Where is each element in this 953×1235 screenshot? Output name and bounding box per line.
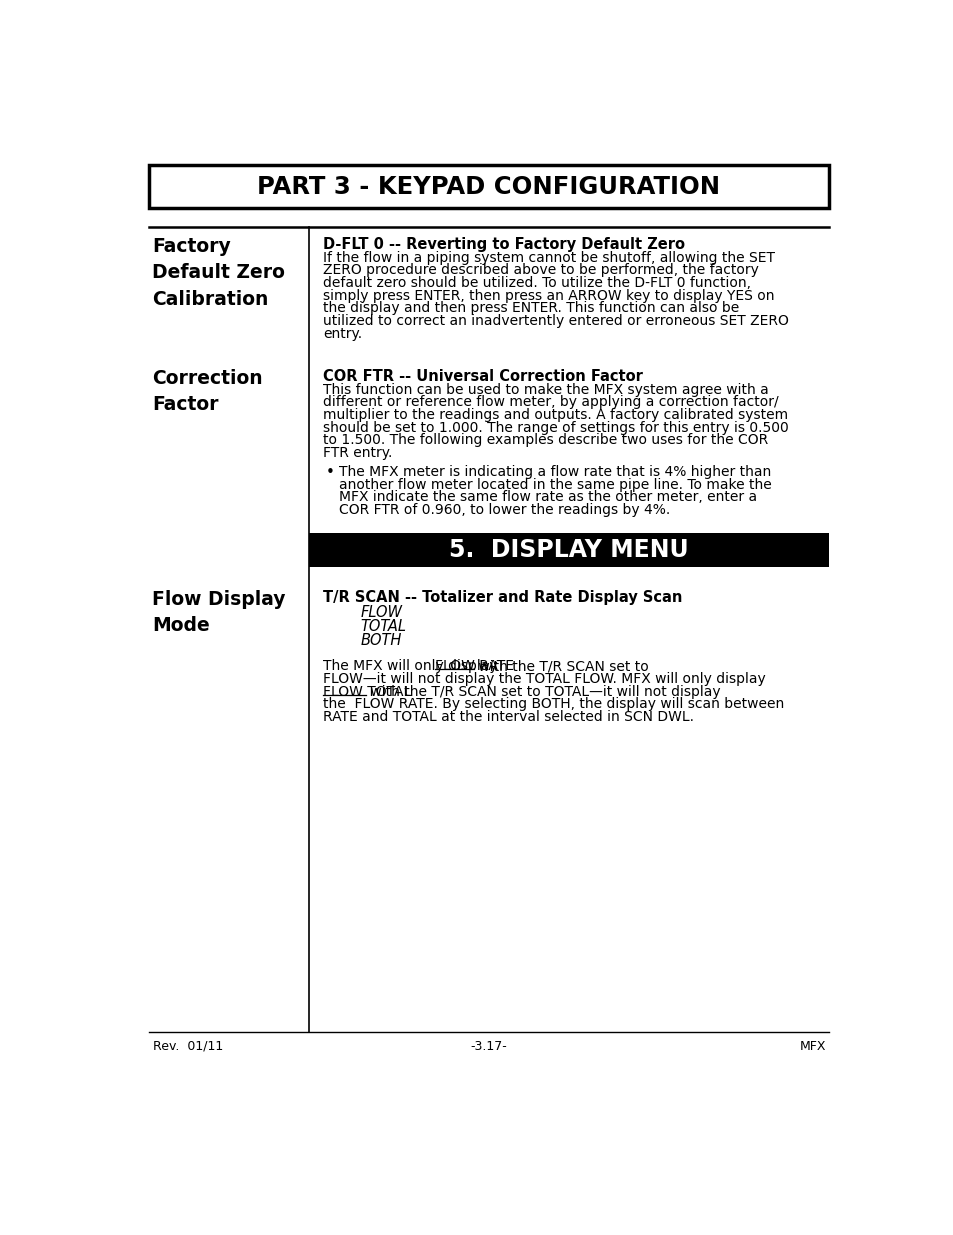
Text: FLOW—it will not display the TOTAL FLOW. MFX will only display: FLOW—it will not display the TOTAL FLOW.… bbox=[323, 672, 765, 685]
Text: ZERO procedure described above to be performed, the factory: ZERO procedure described above to be per… bbox=[323, 263, 759, 278]
Text: PART 3 - KEYPAD CONFIGURATION: PART 3 - KEYPAD CONFIGURATION bbox=[257, 174, 720, 199]
Text: The MFX meter is indicating a flow rate that is 4% higher than: The MFX meter is indicating a flow rate … bbox=[338, 466, 770, 479]
Bar bbox=[149, 165, 828, 209]
Text: FLOW RATE: FLOW RATE bbox=[435, 659, 514, 673]
Text: simply press ENTER, then press an ARROW key to display YES on: simply press ENTER, then press an ARROW … bbox=[323, 289, 774, 303]
Text: This function can be used to make the MFX system agree with a: This function can be used to make the MF… bbox=[323, 383, 768, 396]
Text: another flow meter located in the same pipe line. To make the: another flow meter located in the same p… bbox=[338, 478, 771, 492]
Text: should be set to 1.000. The range of settings for this entry is 0.500: should be set to 1.000. The range of set… bbox=[323, 421, 788, 435]
Text: The MFX will only display: The MFX will only display bbox=[323, 659, 501, 673]
Text: MFX: MFX bbox=[799, 1040, 825, 1053]
Text: entry.: entry. bbox=[323, 327, 362, 341]
Text: TOTAL: TOTAL bbox=[360, 619, 406, 634]
Text: FTR entry.: FTR entry. bbox=[323, 446, 392, 461]
Text: T/R SCAN -- Totalizer and Rate Display Scan: T/R SCAN -- Totalizer and Rate Display S… bbox=[323, 590, 681, 605]
Text: COR FTR of 0.960, to lower the readings by 4%.: COR FTR of 0.960, to lower the readings … bbox=[338, 503, 669, 517]
Text: If the flow in a piping system cannot be shutoff, allowing the SET: If the flow in a piping system cannot be… bbox=[323, 251, 774, 264]
Text: with the T/R SCAN set to: with the T/R SCAN set to bbox=[474, 659, 648, 673]
Text: utilized to correct an inadvertently entered or erroneous SET ZERO: utilized to correct an inadvertently ent… bbox=[323, 314, 788, 329]
Text: •: • bbox=[326, 466, 335, 480]
Text: the display and then press ENTER. This function can also be: the display and then press ENTER. This f… bbox=[323, 301, 739, 315]
Text: -3.17-: -3.17- bbox=[470, 1040, 507, 1053]
Text: FLOW: FLOW bbox=[360, 605, 402, 620]
Text: multiplier to the readings and outputs. A factory calibrated system: multiplier to the readings and outputs. … bbox=[323, 408, 787, 422]
Text: the  FLOW RATE. By selecting BOTH, the display will scan between: the FLOW RATE. By selecting BOTH, the di… bbox=[323, 698, 783, 711]
Text: different or reference flow meter, by applying a correction factor/: different or reference flow meter, by ap… bbox=[323, 395, 778, 409]
Text: to 1.500. The following examples describe two uses for the COR: to 1.500. The following examples describ… bbox=[323, 433, 767, 447]
Text: COR FTR -- Universal Correction Factor: COR FTR -- Universal Correction Factor bbox=[323, 369, 642, 384]
Text: Flow Display
Mode: Flow Display Mode bbox=[152, 590, 285, 635]
Text: BOTH: BOTH bbox=[360, 632, 401, 648]
Text: 5.  DISPLAY MENU: 5. DISPLAY MENU bbox=[449, 537, 688, 562]
Text: with the T/R SCAN set to TOTAL—it will not display: with the T/R SCAN set to TOTAL—it will n… bbox=[366, 684, 720, 699]
Text: FLOW TOTAL: FLOW TOTAL bbox=[323, 684, 411, 699]
Bar bbox=[309, 532, 828, 567]
Text: Factory
Default Zero
Calibration: Factory Default Zero Calibration bbox=[152, 237, 284, 309]
Text: Rev.  01/11: Rev. 01/11 bbox=[153, 1040, 223, 1053]
Text: Correction
Factor: Correction Factor bbox=[152, 369, 262, 414]
Text: MFX indicate the same flow rate as the other meter, enter a: MFX indicate the same flow rate as the o… bbox=[338, 490, 756, 504]
Text: RATE and TOTAL at the interval selected in SCN DWL.: RATE and TOTAL at the interval selected … bbox=[323, 710, 694, 724]
Text: D-FLT 0 -- Reverting to Factory Default Zero: D-FLT 0 -- Reverting to Factory Default … bbox=[323, 237, 684, 252]
Text: default zero should be utilized. To utilize the D-FLT 0 function,: default zero should be utilized. To util… bbox=[323, 275, 750, 290]
